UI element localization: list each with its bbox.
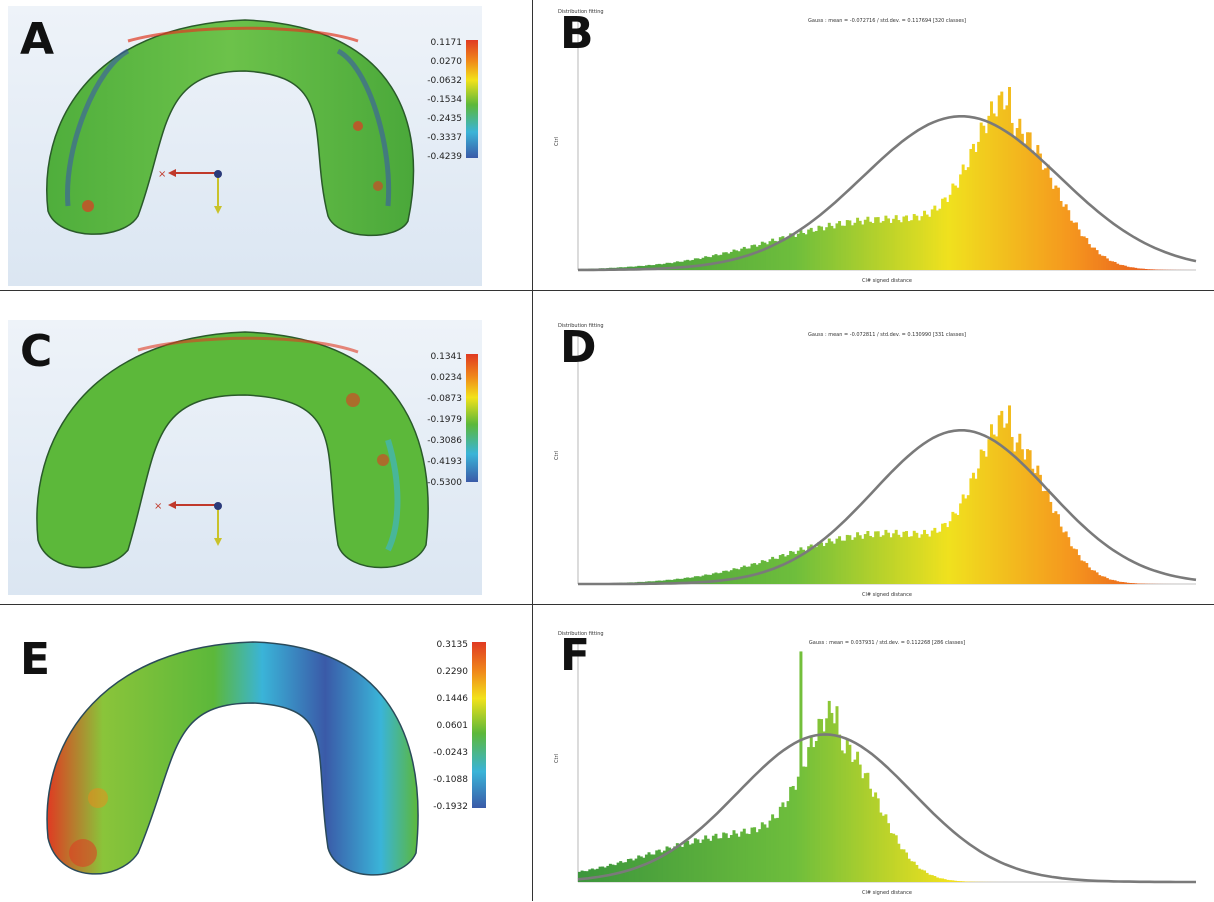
histogram-bars bbox=[578, 87, 1196, 270]
scale-label: -0.5300 bbox=[427, 478, 462, 488]
scale-label: 0.0601 bbox=[437, 721, 469, 731]
dental-arch-model: × bbox=[8, 6, 482, 286]
panel-letter: B bbox=[560, 12, 594, 56]
scale-label: -0.1088 bbox=[433, 775, 468, 785]
chart-subtitle: Gauss : mean = -0.072811 / std.dev. = 0.… bbox=[808, 332, 966, 338]
scale-label: -0.1979 bbox=[427, 415, 462, 425]
scale-label: -0.0243 bbox=[433, 748, 468, 758]
scale-label: -0.1534 bbox=[427, 95, 462, 105]
panel-c: × 0.1341 0.0234 -0.0873 -0.1979 -0.3086 … bbox=[8, 320, 482, 595]
dental-arch-model: × bbox=[8, 320, 482, 595]
panel-a: × 0.1171 0.0270 -0.0632 -0.1534 -0.2435 … bbox=[8, 6, 482, 286]
scale-label: 0.0234 bbox=[431, 373, 463, 383]
scale-label: -0.3086 bbox=[427, 436, 462, 446]
y-axis-label: Ctrl bbox=[554, 754, 560, 763]
color-scale: 0.1341 0.0234 -0.0873 -0.1979 -0.3086 -0… bbox=[426, 352, 478, 484]
scale-label: -0.3337 bbox=[427, 133, 462, 143]
panel-e: 0.3135 0.2290 0.1446 0.0601 -0.0243 -0.1… bbox=[8, 628, 494, 896]
y-axis-label: Ctrl bbox=[554, 451, 560, 460]
panel-letter: A bbox=[20, 18, 54, 62]
svg-text:×: × bbox=[154, 501, 162, 512]
panel-letter: D bbox=[560, 326, 597, 370]
scale-label: 0.2290 bbox=[437, 667, 469, 677]
scale-label: 0.1171 bbox=[431, 38, 463, 48]
color-scale: 0.1171 0.0270 -0.0632 -0.1534 -0.2435 -0… bbox=[426, 38, 478, 168]
horizontal-divider bbox=[0, 290, 1214, 291]
color-bar bbox=[466, 354, 478, 482]
vertical-divider bbox=[532, 0, 533, 901]
scale-label: 0.1341 bbox=[431, 352, 463, 362]
x-axis-label: Cl# signed distance bbox=[862, 278, 912, 284]
chart-subtitle: Gauss : mean = 0.037931 / std.dev. = 0.1… bbox=[809, 640, 965, 646]
histogram-bars bbox=[578, 651, 1073, 882]
svg-text:×: × bbox=[158, 169, 166, 180]
dental-arch-model bbox=[8, 628, 494, 896]
chart-subtitle: Gauss : mean = -0.072716 / std.dev. = 0.… bbox=[808, 18, 966, 24]
scale-label: -0.0873 bbox=[427, 394, 462, 404]
color-bar bbox=[472, 642, 486, 808]
scale-label: -0.1932 bbox=[433, 802, 468, 812]
histogram-bars bbox=[578, 405, 1196, 584]
scale-label: -0.4193 bbox=[427, 457, 462, 467]
scale-label: 0.3135 bbox=[437, 640, 469, 650]
x-axis-label: Cl# signed distance bbox=[862, 592, 912, 598]
y-axis-label: Ctrl bbox=[554, 137, 560, 146]
scale-label: 0.0270 bbox=[431, 57, 463, 67]
color-scale: 0.3135 0.2290 0.1446 0.0601 -0.0243 -0.1… bbox=[426, 640, 486, 816]
scale-label: 0.1446 bbox=[437, 694, 469, 704]
panel-letter: C bbox=[20, 330, 52, 374]
scale-label: -0.4239 bbox=[427, 152, 462, 162]
color-bar bbox=[466, 40, 478, 158]
x-axis-label: Cl# signed distance bbox=[862, 890, 912, 896]
panel-letter: E bbox=[20, 638, 50, 682]
scale-label: -0.0632 bbox=[427, 76, 462, 86]
panel-letter: F bbox=[560, 634, 590, 678]
horizontal-divider bbox=[0, 604, 1214, 605]
scale-label: -0.2435 bbox=[427, 114, 462, 124]
